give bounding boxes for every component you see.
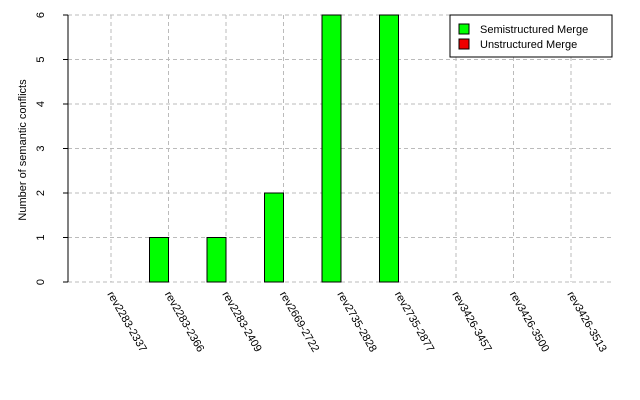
y-tick-label: 3 xyxy=(35,145,47,151)
y-tick-label: 5 xyxy=(35,56,47,62)
legend-swatch xyxy=(458,23,470,35)
x-tick-label: rev2735-2877 xyxy=(392,290,436,355)
legend-box xyxy=(449,14,613,58)
legend: Semistructured Merge Unstructured Merge xyxy=(449,14,613,58)
y-axis-label: Number of semantic conflicts xyxy=(17,79,29,221)
y-tick-label: 6 xyxy=(35,12,47,18)
bar xyxy=(206,237,227,283)
bar xyxy=(149,237,169,283)
legend-label: Unstructured Merge xyxy=(480,39,577,51)
y-tick-label: 1 xyxy=(35,234,47,240)
x-tick-label: rev2283-2366 xyxy=(162,290,206,355)
y-tick-label: 4 xyxy=(35,101,47,107)
y-tick-label: 2 xyxy=(35,190,47,196)
x-tick-label: rev2669-2722 xyxy=(277,290,321,355)
x-tick-label: rev2283-2337 xyxy=(104,290,148,355)
bar xyxy=(264,192,284,283)
legend-swatch xyxy=(458,38,470,50)
x-tick-label: rev3426-3457 xyxy=(449,290,493,355)
x-tick-label: rev3426-3513 xyxy=(564,290,608,355)
x-tick-label: rev2735-2828 xyxy=(334,290,378,355)
bar xyxy=(321,14,342,283)
x-tick-label: rev3426-3500 xyxy=(507,290,551,355)
x-tick-label: rev2283-2409 xyxy=(219,290,263,355)
y-tick-label: 0 xyxy=(35,279,47,285)
legend-label: Semistructured Merge xyxy=(480,24,588,36)
bar xyxy=(379,14,399,283)
